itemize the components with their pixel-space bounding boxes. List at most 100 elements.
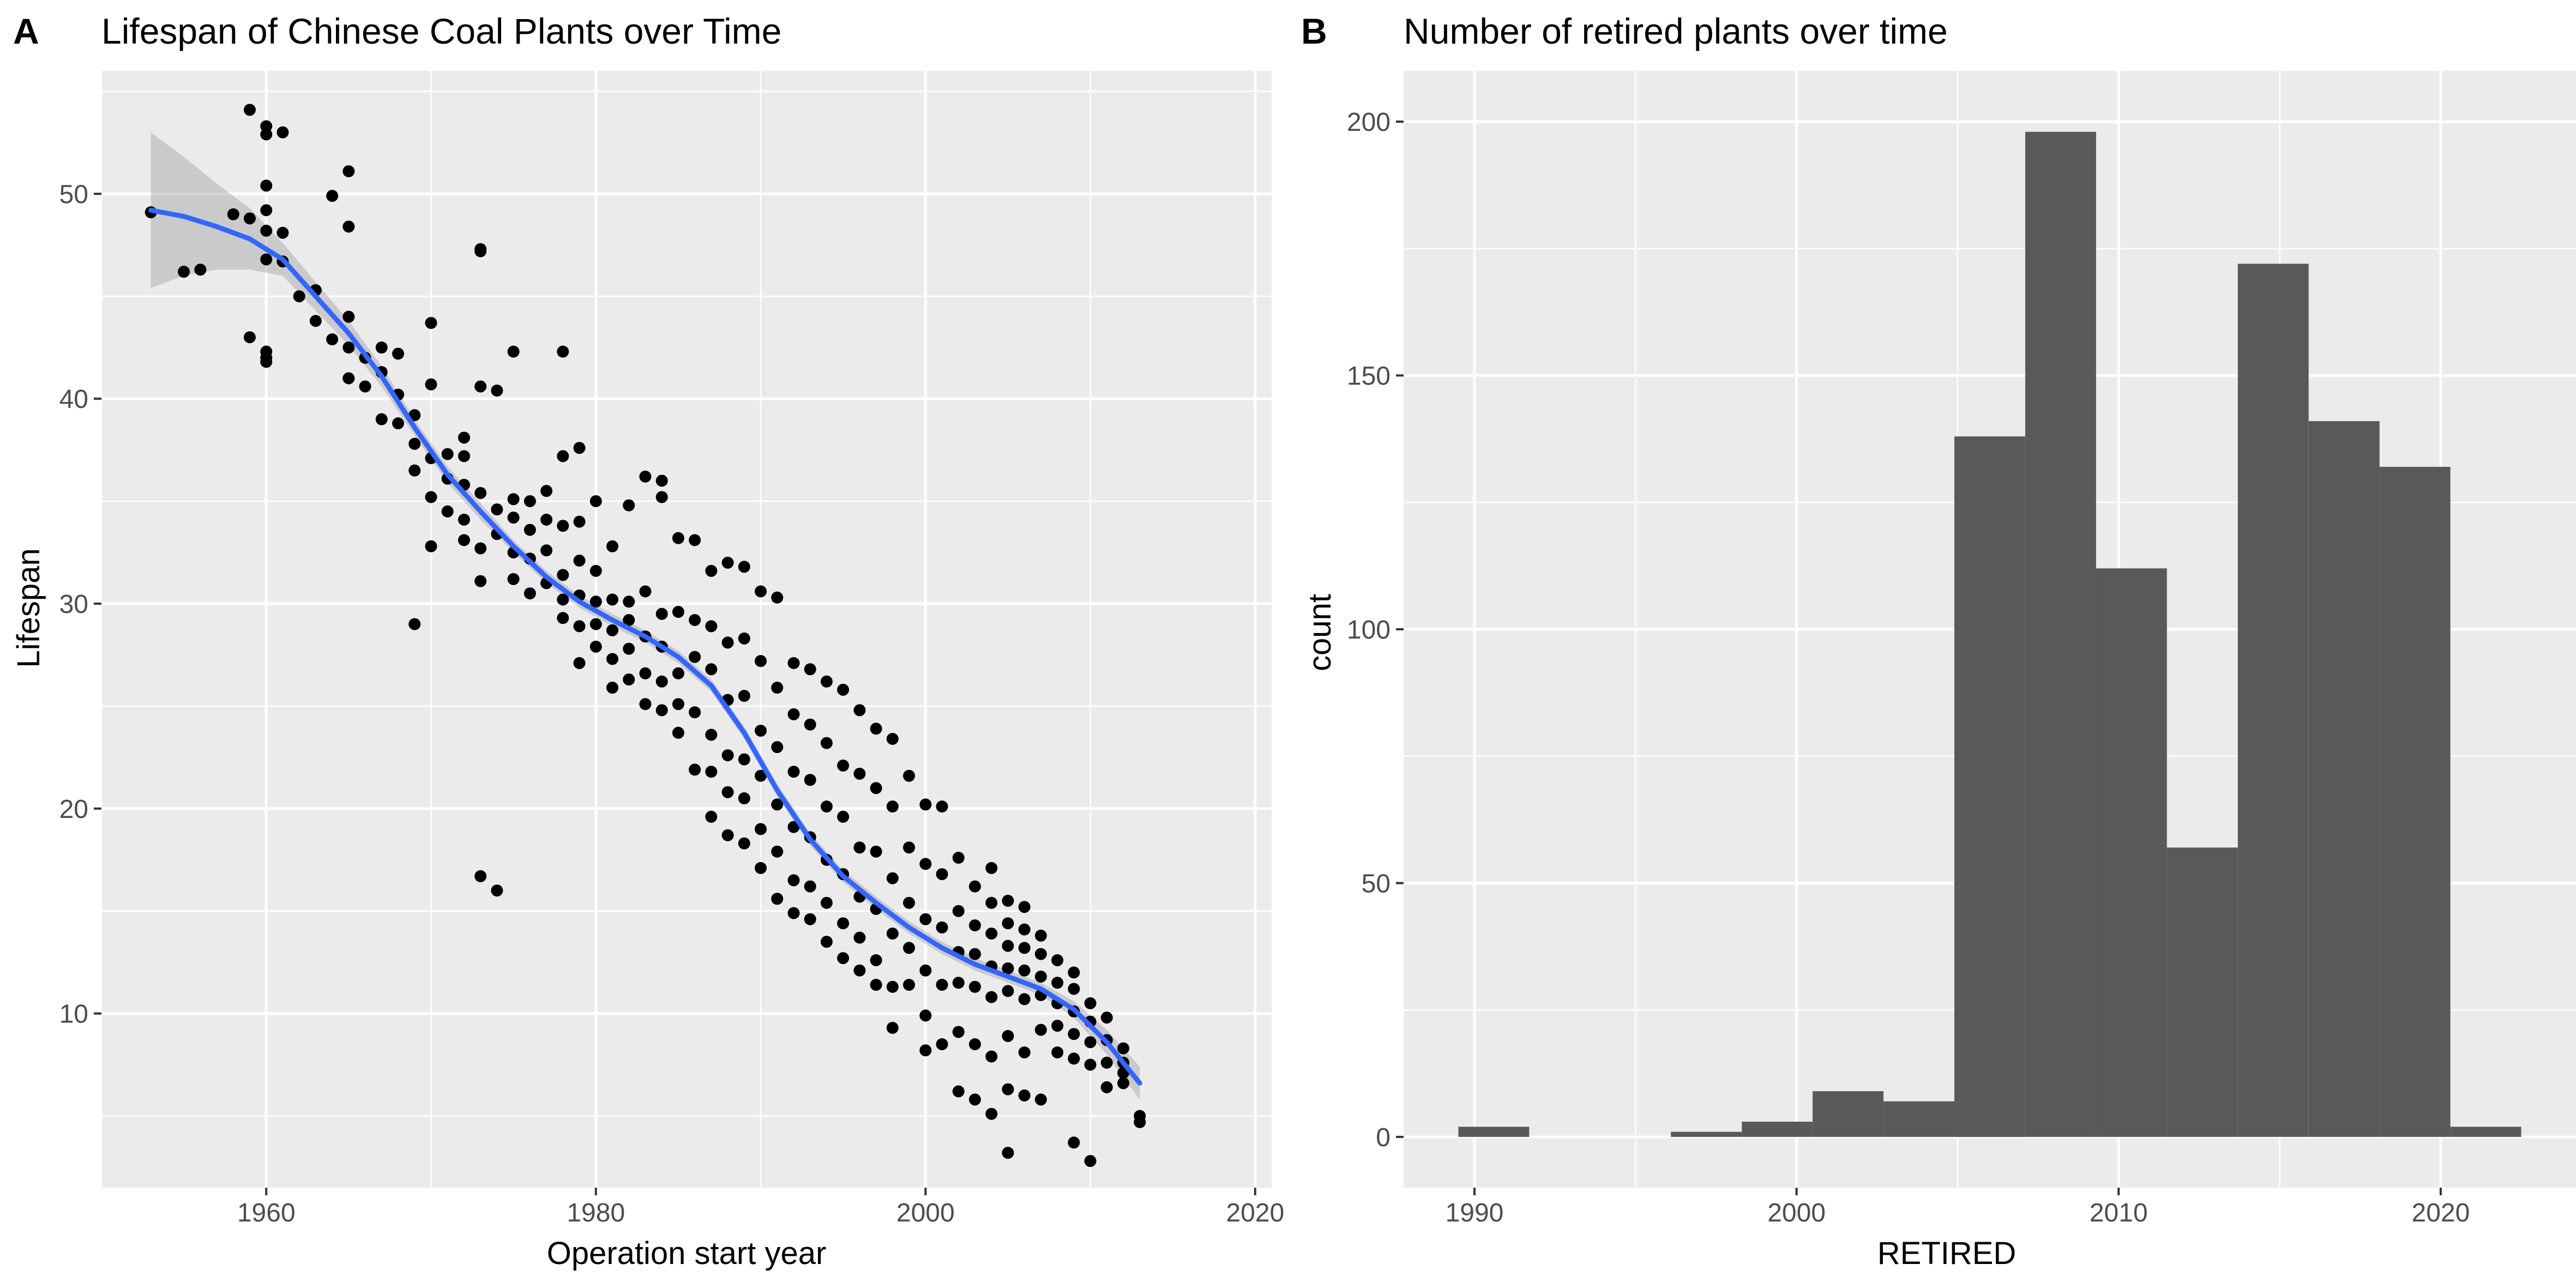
- histogram-bar: [2379, 467, 2451, 1137]
- panel-b-bars: [1458, 131, 2521, 1137]
- scatter-point: [952, 852, 965, 864]
- scatter-point: [1068, 983, 1080, 995]
- scatter-point: [886, 1021, 899, 1034]
- scatter-point: [1034, 970, 1047, 983]
- x-tick-label: 2010: [2090, 1199, 2148, 1227]
- scatter-point: [540, 514, 553, 526]
- scatter-point: [523, 495, 536, 508]
- scatter-point: [655, 491, 668, 503]
- scatter-point: [1134, 1116, 1146, 1128]
- panel-b-tag: B: [1301, 11, 1327, 51]
- scatter-point: [804, 913, 816, 925]
- scatter-point: [573, 657, 586, 669]
- scatter-point: [342, 372, 355, 384]
- x-tick-label: 2000: [1767, 1199, 1826, 1227]
- scatter-point: [919, 1009, 932, 1022]
- scatter-point: [738, 792, 750, 804]
- scatter-point: [639, 585, 652, 598]
- scatter-point: [557, 450, 569, 462]
- y-tick-label: 0: [1376, 1123, 1391, 1152]
- scatter-point: [474, 245, 487, 257]
- scatter-point: [458, 514, 470, 526]
- scatter-point: [936, 979, 948, 991]
- scatter-point: [1100, 1056, 1113, 1069]
- y-tick-label: 200: [1347, 108, 1391, 137]
- scatter-point: [375, 341, 388, 354]
- scatter-point: [968, 1093, 981, 1106]
- scatter-point: [952, 1085, 965, 1098]
- scatter-point: [639, 471, 652, 483]
- scatter-point: [689, 651, 701, 663]
- scatter-point: [787, 766, 800, 778]
- scatter-point: [903, 841, 915, 854]
- scatter-point: [787, 907, 800, 919]
- scatter-point: [441, 505, 454, 517]
- scatter-point: [738, 690, 750, 702]
- scatter-point: [936, 801, 948, 812]
- histogram-bar: [2308, 421, 2380, 1137]
- scatter-point: [474, 542, 487, 555]
- scatter-point: [936, 868, 948, 881]
- scatter-point: [936, 1038, 948, 1050]
- scatter-point: [672, 532, 684, 544]
- scatter-point: [771, 591, 784, 604]
- scatter-point: [1002, 940, 1014, 952]
- scatter-point: [342, 165, 355, 178]
- scatter-point: [425, 317, 437, 329]
- scatter-point: [804, 718, 816, 731]
- scatter-point: [985, 896, 998, 909]
- scatter-point: [755, 769, 767, 782]
- scatter-point: [787, 874, 800, 887]
- scatter-point: [738, 837, 750, 850]
- scatter-point: [623, 642, 635, 655]
- scatter-point: [1051, 1046, 1064, 1058]
- scatter-point: [1051, 977, 1064, 989]
- scatter-point: [408, 437, 421, 450]
- scatter-point: [1018, 1046, 1031, 1058]
- scatter-point: [820, 737, 833, 749]
- histogram-bar: [1671, 1131, 1742, 1137]
- scatter-point: [837, 759, 850, 772]
- scatter-point: [738, 753, 750, 766]
- scatter-point: [507, 493, 520, 505]
- scatter-point: [903, 979, 915, 991]
- scatter-point: [244, 331, 256, 344]
- scatter-point: [1002, 1083, 1014, 1096]
- scatter-point: [1068, 1052, 1080, 1065]
- scatter-point: [870, 845, 882, 858]
- y-tick-label: 50: [1362, 869, 1391, 898]
- scatter-point: [194, 263, 207, 276]
- scatter-point: [721, 636, 734, 649]
- scatter-point: [507, 573, 520, 585]
- scatter-point: [425, 378, 437, 390]
- scatter-point: [705, 729, 718, 741]
- scatter-point: [985, 862, 998, 874]
- scatter-point: [392, 347, 405, 360]
- scatter-point: [804, 774, 816, 786]
- panel-b-x-ticks: 1990 2000 2010 2020: [1446, 1188, 2470, 1227]
- scatter-point: [820, 675, 833, 688]
- scatter-point: [491, 384, 503, 397]
- scatter-point: [870, 979, 882, 991]
- scatter-point: [408, 409, 421, 422]
- scatter-point: [507, 345, 520, 358]
- scatter-point: [293, 290, 305, 303]
- panel-a-plot-area: [101, 71, 1272, 1188]
- scatter-point: [1034, 1024, 1047, 1036]
- scatter-point: [919, 798, 932, 811]
- x-tick-label: 2000: [896, 1199, 955, 1227]
- scatter-point: [886, 733, 899, 745]
- scatter-point: [721, 556, 734, 569]
- scatter-point: [1018, 964, 1031, 977]
- scatter-point: [787, 708, 800, 720]
- confidence-ribbon: [151, 132, 1140, 1100]
- scatter-point: [606, 540, 618, 552]
- scatter-point: [557, 593, 569, 606]
- scatter-point: [771, 893, 784, 905]
- histogram-bar: [2237, 263, 2309, 1137]
- smooth-line: [148, 208, 1142, 1086]
- scatter-point: [276, 126, 289, 139]
- y-tick-label: 30: [59, 590, 88, 619]
- scatter-point: [474, 575, 487, 587]
- scatter-point: [1068, 966, 1080, 979]
